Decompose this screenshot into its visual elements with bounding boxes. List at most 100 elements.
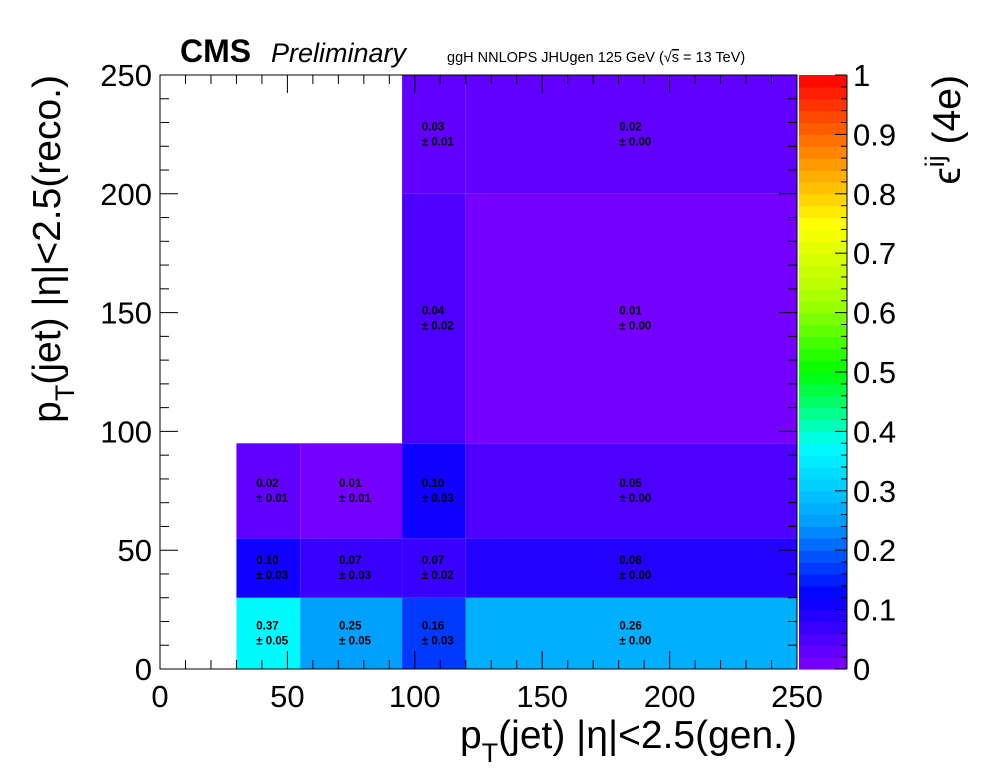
color-scale-segment xyxy=(799,633,847,646)
color-scale-segment xyxy=(799,431,847,444)
x-tick-label: 200 xyxy=(644,679,696,714)
color-scale-segment xyxy=(799,110,847,124)
energy-suffix: = 13 TeV) xyxy=(679,50,745,66)
color-scale-segment xyxy=(799,538,847,551)
color-scale-bar xyxy=(799,75,847,670)
heatmap-cell xyxy=(402,597,466,669)
color-scale-segment xyxy=(799,122,847,135)
y-tick-label: 50 xyxy=(118,533,152,568)
color-scale-tick-label: 1 xyxy=(853,58,870,93)
cell-value-label: 0.01 xyxy=(339,478,362,490)
cell-error-label: ± 0.03 xyxy=(256,570,288,582)
x-tick-label: 250 xyxy=(771,679,823,714)
cell-error-label: ± 0.03 xyxy=(422,635,454,647)
status-label: Preliminary xyxy=(271,38,408,68)
color-scale-tick-label: 0.3 xyxy=(853,474,896,509)
cell-value-label: 0.10 xyxy=(422,478,444,490)
z-axis-title-main: ϵ xyxy=(926,167,969,184)
color-scale-tick-label: 0.6 xyxy=(853,296,896,331)
cell-value-label: 0.07 xyxy=(422,555,444,567)
color-scale-segment xyxy=(799,360,847,373)
cell-value-label: 0.37 xyxy=(256,620,278,632)
color-scale-segment xyxy=(799,170,847,183)
color-scale-segment xyxy=(799,573,847,587)
color-scale-segment xyxy=(799,205,847,219)
cell-error-label: ± 0.01 xyxy=(256,493,288,505)
cell-error-label: ± 0.00 xyxy=(619,570,651,582)
heatmap-cell xyxy=(402,193,466,444)
cell-value-label: 0.08 xyxy=(619,555,642,567)
color-scale-segment xyxy=(799,241,847,254)
color-scale-tick-label: 0.9 xyxy=(853,117,896,152)
cell-error-label: ± 0.02 xyxy=(422,570,454,582)
heatmap-cells xyxy=(236,75,797,669)
x-axis-title-main: p xyxy=(460,714,482,757)
cell-value-label: 0.04 xyxy=(422,306,445,318)
cell-error-label: ± 0.05 xyxy=(256,635,288,647)
color-scale-segment xyxy=(799,478,847,492)
experiment-label: CMS xyxy=(180,33,251,69)
cell-error-label: ± 0.00 xyxy=(619,635,651,647)
x-tick-label: 50 xyxy=(270,679,304,714)
plot-axes: 0 50 100 150 200 250 0 50 100 150 200 250 xyxy=(100,58,823,714)
heatmap-cell xyxy=(236,538,301,598)
cell-error-label: ± 0.00 xyxy=(619,321,651,333)
color-scale-tick-label: 0.1 xyxy=(853,593,896,628)
sample-label: ggH NNLOPS JHUgen 125 GeV (√s = 13 TeV) xyxy=(447,50,745,66)
color-scale-segment xyxy=(799,621,847,634)
color-scale-segment xyxy=(799,585,847,599)
y-axis-title: pT(jet) |η|<2.5(reco.) xyxy=(26,75,80,423)
cell-error-label: ± 0.02 xyxy=(422,321,454,333)
color-scale-segment xyxy=(799,550,847,563)
cell-error-label: ± 0.03 xyxy=(339,570,371,582)
y-axis-title-sub: T xyxy=(50,385,80,402)
x-axis-title: pT(jet) |η|<2.5(gen.) xyxy=(460,714,797,768)
cell-error-label: ± 0.01 xyxy=(422,136,454,148)
heatmap-cell xyxy=(300,538,403,598)
color-scale-segment xyxy=(799,407,847,421)
color-scale-segment xyxy=(799,217,847,231)
color-scale-segment xyxy=(799,181,847,195)
y-tick-label: 100 xyxy=(100,414,152,449)
heatmap-cell xyxy=(465,597,797,669)
cell-error-label: ± 0.03 xyxy=(422,493,454,505)
z-axis-title-rest: (4e) xyxy=(926,75,969,155)
sqrt-s: s xyxy=(672,50,679,66)
color-scale-segment xyxy=(799,336,847,349)
color-scale-segment xyxy=(799,372,847,385)
color-scale-segment xyxy=(799,86,847,100)
color-scale-segment xyxy=(799,514,847,528)
color-scale-segment xyxy=(799,348,847,361)
color-scale-segment xyxy=(799,300,847,314)
cell-value-label: 0.02 xyxy=(256,478,278,490)
color-scale-segment xyxy=(799,75,847,88)
color-scale-segment xyxy=(799,455,847,468)
color-scale-segment xyxy=(799,288,847,302)
y-tick-label: 0 xyxy=(135,652,152,687)
color-scale-segment xyxy=(799,146,847,159)
color-scale-segment xyxy=(799,193,847,207)
color-scale-segment xyxy=(799,443,847,456)
heatmap-cell xyxy=(465,443,797,539)
x-tick-label: 0 xyxy=(151,679,168,714)
cell-error-label: ± 0.05 xyxy=(339,635,371,647)
color-scale-segment xyxy=(799,276,847,290)
color-scale-segment xyxy=(799,134,847,147)
sqrt-symbol: √ xyxy=(664,50,672,66)
heatmap-cell xyxy=(300,443,403,539)
color-scale-segment xyxy=(799,467,847,480)
heatmap-cell xyxy=(402,75,466,194)
color-scale-segment xyxy=(799,312,847,326)
color-scale-tick-label: 0.4 xyxy=(853,414,896,449)
color-scale-tick-label: 0.2 xyxy=(853,533,896,568)
color-scale-segment xyxy=(799,419,847,432)
color-scale-segment xyxy=(799,490,847,504)
y-tick-label: 200 xyxy=(100,177,152,212)
x-tick-label: 100 xyxy=(389,679,441,714)
cell-value-label: 0.02 xyxy=(619,121,641,133)
cell-value-label: 0.07 xyxy=(339,555,361,567)
y-tick-label: 250 xyxy=(100,58,152,93)
x-tick-label: 150 xyxy=(516,679,568,714)
heatmap-cell xyxy=(300,597,403,669)
